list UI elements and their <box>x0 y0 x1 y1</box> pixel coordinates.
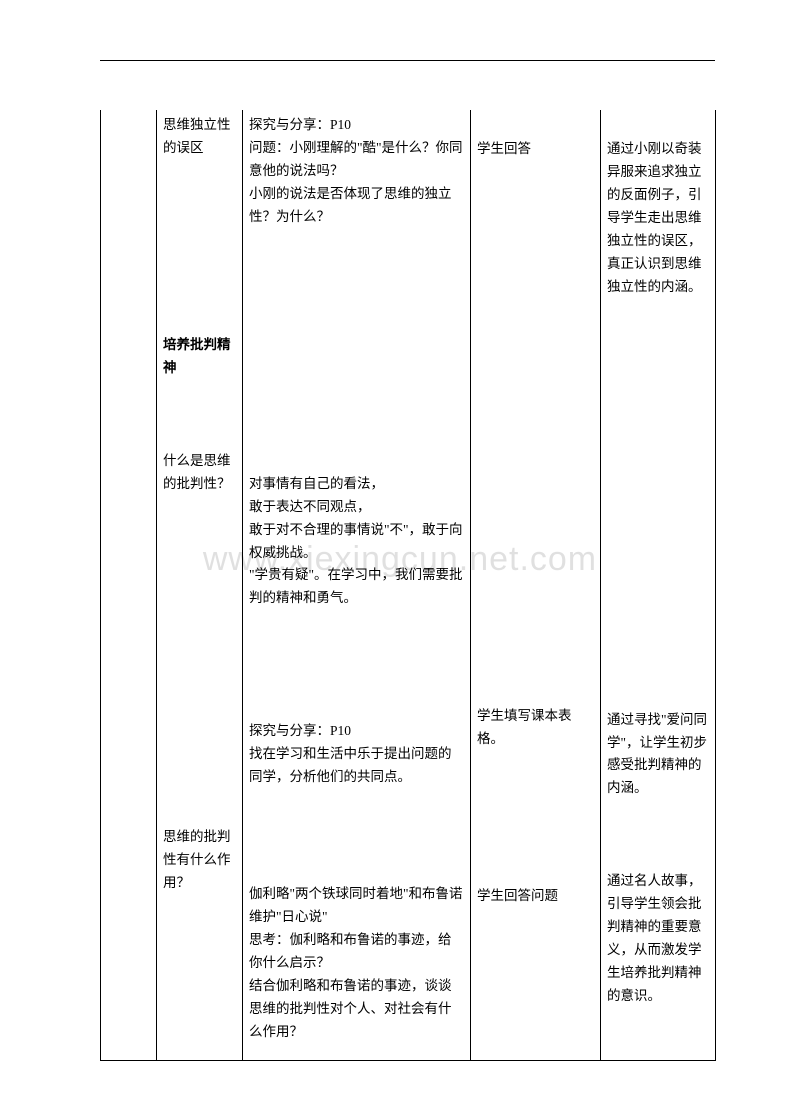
design-intent: 通过名人故事，引导学生领会批判精神的重要意义，从而激发学生培养批判精神的意识。 <box>607 870 709 1008</box>
table-row: 思维独立性的误区 培养批判精神 什么是思维的批判性？ 思维的批判性有什么作用？ … <box>101 110 716 1060</box>
activity-text: 问题：小刚理解的"酷"是什么？你同意他的说法吗？ <box>249 137 464 183</box>
cell-col2: 思维独立性的误区 培养批判精神 什么是思维的批判性？ 思维的批判性有什么作用？ <box>157 110 243 1060</box>
student-activity: 学生填写课本表格。 <box>477 705 594 751</box>
activity-text: 敢于对不合理的事情说"不"，敢于向权威挑战。 <box>249 519 464 565</box>
activity-text: 小刚的说法是否体现了思维的独立性？为什么？ <box>249 183 464 229</box>
design-intent: 通过小刚以奇装异服来追求独立的反面例子，引导学生走出思维独立性的误区，真正认识到… <box>607 138 709 299</box>
subtopic: 什么是思维的批判性？ <box>163 450 236 496</box>
top-rule <box>100 60 715 61</box>
activity-text: 探究与分享：P10 <box>249 114 464 137</box>
cell-col4: 学生回答 学生填写课本表格。 学生回答问题 <box>471 110 601 1060</box>
cell-col5: 通过小刚以奇装异服来追求独立的反面例子，引导学生走出思维独立性的误区，真正认识到… <box>601 110 716 1060</box>
activity-text: 敢于表达不同观点， <box>249 496 464 519</box>
activity-text: 探究与分享：P10 <box>249 720 464 743</box>
subtopic: 培养批判精神 <box>163 334 236 380</box>
cell-col3: 探究与分享：P10 问题：小刚理解的"酷"是什么？你同意他的说法吗？ 小刚的说法… <box>243 110 471 1060</box>
activity-text: 结合伽利略和布鲁诺的事迹，谈谈思维的批判性对个人、对社会有什么作用？ <box>249 975 464 1044</box>
activity-text: 伽利略"两个铁球同时着地"和布鲁诺维护"日心说" <box>249 883 464 929</box>
activity-text: 思考：伽利略和布鲁诺的事迹，给你什么启示？ <box>249 929 464 975</box>
student-activity: 学生回答 <box>477 138 594 161</box>
design-intent: 通过寻找"爱问同学"，让学生初步感受批判精神的内涵。 <box>607 709 709 801</box>
activity-text: 找在学习和生活中乐于提出问题的同学，分析他们的共同点。 <box>249 743 464 789</box>
cell-col1 <box>101 110 157 1060</box>
subtopic: 思维独立性的误区 <box>163 114 236 160</box>
lesson-table: 思维独立性的误区 培养批判精神 什么是思维的批判性？ 思维的批判性有什么作用？ … <box>100 110 716 1061</box>
activity-text: 对事情有自己的看法， <box>249 473 464 496</box>
page: www.xiexingcun.net.com 思维独立性的误区 培养批判精神 什… <box>0 0 800 1108</box>
subtopic: 思维的批判性有什么作用？ <box>163 826 236 895</box>
activity-text: "学贵有疑"。在学习中，我们需要批判的精神和勇气。 <box>249 564 464 610</box>
student-activity: 学生回答问题 <box>477 885 594 908</box>
